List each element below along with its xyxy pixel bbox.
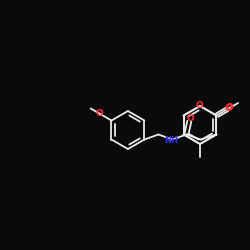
Text: NH: NH [164,136,178,145]
Text: O: O [226,103,234,112]
Text: O: O [224,104,232,113]
Text: O: O [186,114,194,123]
Text: O: O [195,100,203,110]
Text: O: O [95,109,103,118]
